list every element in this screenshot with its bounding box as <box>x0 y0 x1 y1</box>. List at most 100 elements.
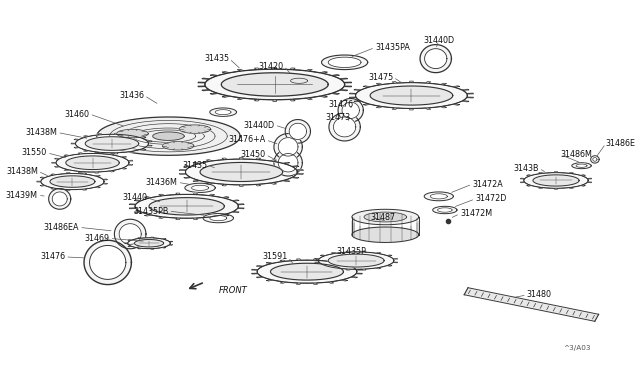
Polygon shape <box>76 188 90 190</box>
Polygon shape <box>61 189 76 191</box>
Polygon shape <box>158 238 167 240</box>
Text: 31438M: 31438M <box>26 128 58 137</box>
Polygon shape <box>527 174 536 177</box>
Polygon shape <box>257 265 267 268</box>
Polygon shape <box>388 81 403 84</box>
Polygon shape <box>205 69 344 100</box>
Polygon shape <box>271 263 344 280</box>
Polygon shape <box>215 110 231 115</box>
Polygon shape <box>371 267 383 269</box>
Polygon shape <box>90 175 100 178</box>
Polygon shape <box>536 172 549 174</box>
Polygon shape <box>202 77 213 81</box>
Polygon shape <box>257 260 356 283</box>
Polygon shape <box>129 203 138 206</box>
Polygon shape <box>448 103 460 105</box>
Polygon shape <box>250 184 264 186</box>
Polygon shape <box>320 264 330 267</box>
Polygon shape <box>352 209 419 225</box>
Polygon shape <box>383 264 392 267</box>
Polygon shape <box>328 254 384 267</box>
Polygon shape <box>536 187 549 189</box>
Polygon shape <box>278 154 298 172</box>
Polygon shape <box>156 216 171 218</box>
Polygon shape <box>205 182 218 184</box>
Polygon shape <box>76 173 90 175</box>
Polygon shape <box>63 168 74 171</box>
Polygon shape <box>349 92 358 96</box>
Polygon shape <box>236 203 244 206</box>
Polygon shape <box>156 194 171 197</box>
Polygon shape <box>187 218 203 219</box>
Polygon shape <box>289 165 299 169</box>
Polygon shape <box>419 107 435 109</box>
Polygon shape <box>266 262 278 265</box>
Polygon shape <box>336 262 348 265</box>
Polygon shape <box>533 175 579 186</box>
Polygon shape <box>93 152 108 154</box>
Polygon shape <box>315 260 321 264</box>
Polygon shape <box>135 247 146 249</box>
Polygon shape <box>329 113 360 141</box>
Polygon shape <box>49 189 71 209</box>
Polygon shape <box>320 254 330 257</box>
Polygon shape <box>314 71 327 74</box>
Polygon shape <box>352 227 419 243</box>
Text: 31476+A: 31476+A <box>228 135 266 144</box>
Polygon shape <box>90 185 100 188</box>
Polygon shape <box>145 140 152 144</box>
Polygon shape <box>179 169 188 172</box>
Polygon shape <box>71 142 76 145</box>
Polygon shape <box>49 174 61 176</box>
Polygon shape <box>274 150 302 176</box>
Polygon shape <box>89 171 104 173</box>
Polygon shape <box>337 77 348 81</box>
Polygon shape <box>185 183 215 192</box>
Polygon shape <box>83 149 93 152</box>
Polygon shape <box>465 96 474 99</box>
Polygon shape <box>85 137 139 150</box>
Polygon shape <box>228 199 239 203</box>
Polygon shape <box>283 99 300 101</box>
Polygon shape <box>124 150 136 153</box>
Polygon shape <box>576 184 586 187</box>
Polygon shape <box>203 214 234 223</box>
Text: 31435: 31435 <box>183 161 208 170</box>
Polygon shape <box>563 172 576 174</box>
Polygon shape <box>128 245 135 247</box>
Polygon shape <box>56 153 129 172</box>
Polygon shape <box>419 81 435 84</box>
Polygon shape <box>145 196 156 199</box>
Polygon shape <box>549 188 563 189</box>
Polygon shape <box>136 137 146 140</box>
Text: 31440D: 31440D <box>244 121 275 129</box>
Polygon shape <box>129 206 138 210</box>
Polygon shape <box>234 185 250 186</box>
Polygon shape <box>403 81 419 83</box>
Polygon shape <box>289 123 307 140</box>
Polygon shape <box>145 213 156 216</box>
Polygon shape <box>83 135 93 138</box>
Polygon shape <box>337 88 348 92</box>
Text: 31460: 31460 <box>65 109 90 119</box>
Polygon shape <box>40 176 49 180</box>
Polygon shape <box>465 92 474 96</box>
Polygon shape <box>187 193 203 195</box>
Polygon shape <box>97 117 240 155</box>
Text: 31473: 31473 <box>326 113 351 122</box>
Polygon shape <box>210 108 237 116</box>
Polygon shape <box>363 103 375 105</box>
Polygon shape <box>274 134 302 160</box>
Polygon shape <box>289 176 299 179</box>
Polygon shape <box>89 153 104 154</box>
Polygon shape <box>300 69 314 72</box>
Polygon shape <box>66 156 119 170</box>
Polygon shape <box>128 238 170 248</box>
Polygon shape <box>250 158 264 160</box>
Polygon shape <box>342 269 356 270</box>
Polygon shape <box>321 55 368 70</box>
Polygon shape <box>266 278 278 281</box>
Polygon shape <box>136 147 146 150</box>
Polygon shape <box>236 206 244 210</box>
Polygon shape <box>349 96 358 99</box>
